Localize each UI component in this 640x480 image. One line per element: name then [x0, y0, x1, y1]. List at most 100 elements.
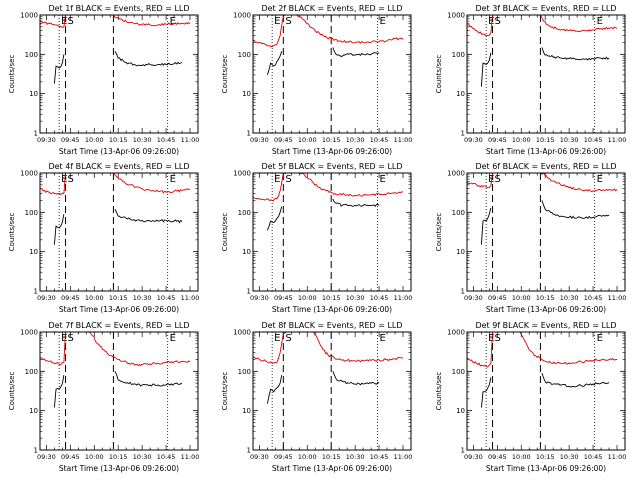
y-tick-label: 10: [456, 90, 465, 98]
x-tick-label: 10:00: [85, 453, 104, 461]
panel-det-2f: Det 2f BLACK = Events, RED = LLD Counts/s…: [221, 4, 412, 156]
series-events-line: [332, 371, 380, 386]
x-tick-label: 11:00: [181, 294, 200, 302]
y-tick-label: 1000: [447, 12, 465, 20]
x-tick-label: 11:00: [394, 453, 413, 461]
y-tick-label: 100: [452, 209, 465, 217]
y-tick-label: 1000: [233, 12, 251, 20]
x-tick-label: 09:45: [61, 136, 80, 144]
x-tick-label: 10:15: [322, 136, 341, 144]
series-events-line: [480, 377, 492, 408]
y-tick-label: 100: [452, 51, 465, 59]
series-events-line: [114, 50, 183, 67]
x-tick-label: 11:00: [394, 136, 413, 144]
x-tick-label: 11:00: [608, 453, 627, 461]
marker-label: E: [379, 174, 385, 185]
x-tick-label: 09:45: [488, 294, 507, 302]
panel-title: Det 4f BLACK = Events, RED = LLD: [48, 162, 189, 171]
y-axis-label: Counts/sec: [8, 213, 16, 252]
x-tick-label: 09:30: [250, 136, 269, 144]
panel-frame: [252, 172, 412, 292]
y-tick-label: 1000: [20, 329, 38, 337]
panel-frame: [466, 14, 626, 134]
panel-frame: [39, 331, 199, 451]
x-tick-label: 10:30: [346, 294, 365, 302]
x-tick-label: 11:00: [181, 136, 200, 144]
y-tick-label: 1: [247, 130, 251, 138]
plot-area: [40, 332, 191, 408]
y-tick-label: 1: [461, 130, 465, 138]
panel-title: Det 9f BLACK = Events, RED = LLD: [475, 321, 616, 330]
plot-area: [253, 15, 404, 76]
y-axis-label: Counts/sec: [435, 55, 443, 94]
x-tick-label: 09:30: [464, 294, 483, 302]
x-tick-label: 10:15: [109, 294, 128, 302]
x-tick-label: 10:00: [298, 453, 317, 461]
series-events-line: [541, 372, 610, 388]
y-tick-label: 10: [242, 407, 251, 415]
panel-title: Det 7f BLACK = Events, RED = LLD: [48, 321, 189, 330]
panel-title: Det 6f BLACK = Events, RED = LLD: [475, 162, 616, 171]
panel-frame: [252, 14, 412, 134]
panel-title: Det 2f BLACK = Events, RED = LLD: [261, 4, 402, 13]
y-tick-label: 10: [29, 248, 38, 256]
y-tick-label: 100: [25, 51, 38, 59]
plot-area: [253, 173, 404, 231]
x-tick-label: 09:30: [464, 453, 483, 461]
x-tick-label: 11:00: [608, 136, 627, 144]
marker-label: E: [274, 16, 280, 27]
x-axis-label: Start Time (13-Apr-06 09:26:00): [59, 464, 179, 473]
x-tick-label: 11:00: [608, 294, 627, 302]
series-events-line: [266, 51, 283, 76]
marker-label: S: [285, 174, 291, 185]
plot-area: [467, 15, 618, 87]
x-tick-label: 11:00: [181, 453, 200, 461]
x-tick-label: 09:30: [37, 453, 56, 461]
series-lld-line: [253, 15, 287, 48]
plot-area: [40, 173, 191, 245]
panel-frame: [39, 172, 199, 292]
x-tick-label: 10:30: [133, 294, 152, 302]
x-tick-label: 09:45: [274, 294, 293, 302]
marker-label: E: [597, 174, 603, 185]
series-lld-line: [299, 173, 404, 197]
marker-label: E: [61, 333, 67, 344]
y-tick-label: 1: [34, 447, 38, 455]
y-tick-label: 1: [34, 288, 38, 296]
x-axis-label: Start Time (13-Apr-06 09:26:00): [486, 305, 606, 314]
x-tick-label: 10:15: [109, 453, 128, 461]
x-axis-label: Start Time (13-Apr-06 09:26:00): [486, 464, 606, 473]
y-tick-label: 1000: [233, 170, 251, 178]
x-tick-label: 09:30: [464, 136, 483, 144]
marker-label: E: [488, 333, 494, 344]
panel-title: Det 3f BLACK = Events, RED = LLD: [475, 4, 616, 13]
x-axis-label: Start Time (13-Apr-06 09:26:00): [59, 147, 179, 156]
x-tick-label: 09:30: [37, 294, 56, 302]
y-axis-label: Counts/sec: [435, 213, 443, 252]
y-axis-label: Counts/sec: [435, 372, 443, 411]
x-tick-label: 10:30: [560, 453, 579, 461]
y-tick-label: 10: [456, 248, 465, 256]
marker-label: E: [170, 16, 176, 27]
series-events-line: [541, 47, 610, 61]
marker-label: E: [597, 16, 603, 27]
y-tick-label: 10: [242, 248, 251, 256]
marker-label: E: [170, 333, 176, 344]
x-tick-label: 11:00: [394, 294, 413, 302]
x-tick-label: 10:15: [536, 136, 555, 144]
panel-det-4f: Det 4f BLACK = Events, RED = LLD Counts/s…: [8, 162, 199, 314]
series-lld-line: [467, 173, 493, 189]
x-tick-label: 09:30: [37, 136, 56, 144]
x-tick-label: 10:15: [536, 453, 555, 461]
x-tick-label: 10:45: [584, 294, 603, 302]
x-tick-label: 09:45: [274, 136, 293, 144]
x-tick-label: 10:15: [109, 136, 128, 144]
x-tick-label: 10:00: [85, 294, 104, 302]
marker-label: E: [274, 333, 280, 344]
y-tick-label: 1000: [20, 170, 38, 178]
x-tick-label: 10:30: [133, 136, 152, 144]
y-tick-label: 100: [25, 209, 38, 217]
series-events-line: [114, 209, 183, 224]
y-tick-label: 100: [238, 368, 251, 376]
